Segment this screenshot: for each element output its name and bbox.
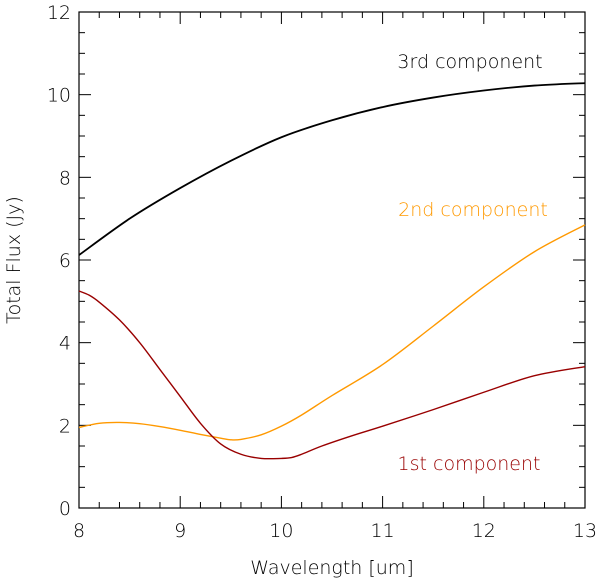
x-tick-label: 9 — [174, 520, 186, 542]
y-axis-label: Total Flux (Jy) — [3, 196, 25, 324]
y-tick-label: 12 — [47, 2, 71, 24]
label-1st-component: 1st component — [398, 453, 541, 475]
tick-labels: 8 9 10 11 12 13 0 2 4 6 8 10 12 — [47, 2, 597, 542]
series-line-1st-component — [78, 290, 586, 460]
y-tick-label: 10 — [47, 85, 71, 107]
y-tick-label: 4 — [59, 333, 71, 355]
series-line-3rd-component — [78, 82, 586, 256]
series-labels: 3rd component 2nd component 1st component — [397, 51, 547, 475]
x-tick-label: 10 — [269, 520, 293, 542]
y-tick-label: 8 — [59, 167, 71, 189]
x-axis-label: Wavelength [um] — [250, 557, 413, 579]
x-tick-label: 11 — [371, 520, 395, 542]
axis-ticks — [78, 11, 586, 509]
x-tick-label: 12 — [472, 520, 496, 542]
plot-frame — [78, 11, 586, 509]
y-tick-label: 2 — [59, 415, 71, 437]
label-2nd-component: 2nd component — [398, 199, 548, 221]
y-tick-label: 0 — [59, 498, 71, 520]
label-3rd-component: 3rd component — [397, 51, 542, 73]
y-tick-label: 6 — [59, 250, 71, 272]
series-line-2nd-component — [78, 224, 586, 441]
series-lines — [78, 82, 586, 460]
x-tick-label: 13 — [573, 520, 597, 542]
x-tick-label: 8 — [73, 520, 85, 542]
